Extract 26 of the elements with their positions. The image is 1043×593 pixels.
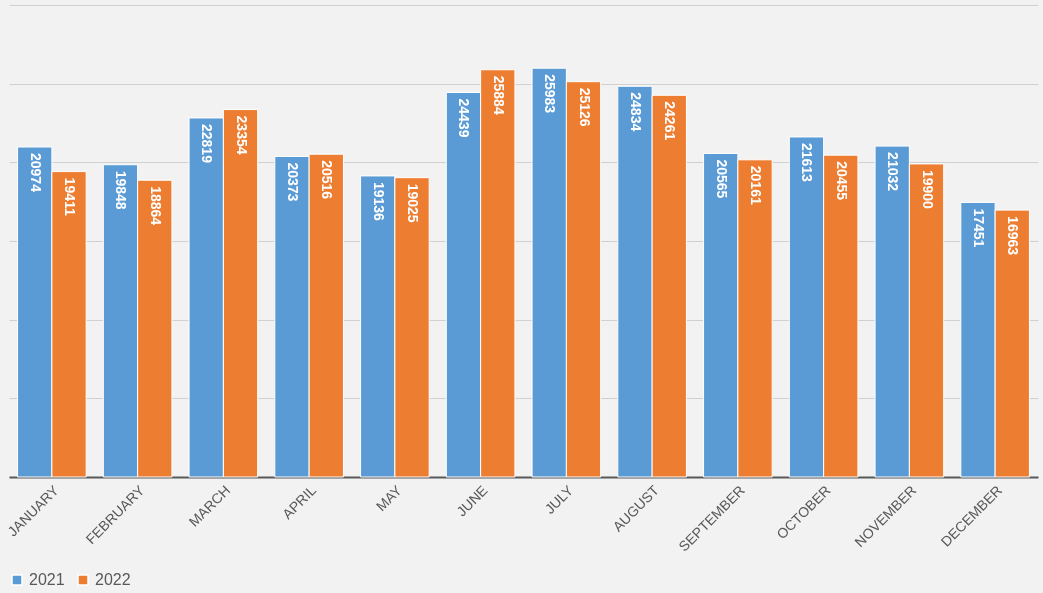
data-label: 19025 [405,183,422,223]
data-label: 25983 [542,74,559,114]
data-label: 19411 [62,177,79,216]
data-label: 20516 [319,160,336,200]
data-label: 25126 [576,87,593,127]
data-label: 24261 [662,101,679,141]
data-label: 20161 [748,165,765,205]
data-label: 21032 [885,152,902,192]
data-label: 17451 [970,208,987,248]
data-label: 19136 [370,181,387,222]
legend-label: 2022 [95,571,131,588]
data-label: 21613 [799,142,816,183]
data-label: 16963 [1005,216,1022,256]
data-label: 25884 [490,75,507,115]
data-label: 20373 [284,162,301,202]
data-label: 19848 [113,170,130,210]
data-label: 19900 [919,169,936,210]
data-label: 20455 [833,161,850,201]
data-label: 23354 [233,115,250,155]
data-label: 20565 [713,159,730,199]
data-label: 18864 [147,186,164,226]
data-label: 24834 [627,92,644,132]
legend-label: 2021 [29,571,65,588]
data-label: 24439 [456,98,473,138]
data-label: 22819 [199,123,216,164]
data-label: 20974 [27,153,44,193]
